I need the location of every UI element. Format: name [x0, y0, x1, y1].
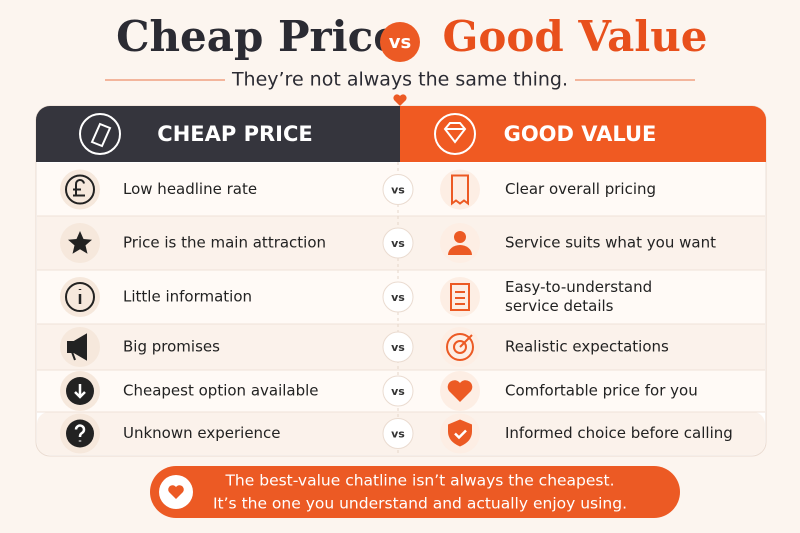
right-text: Clear overall pricing [505, 180, 656, 198]
right-icon-bg [440, 169, 480, 210]
checklist-icon [450, 283, 470, 311]
title-vs: vs [389, 32, 411, 53]
left-text: Low headline rate [123, 180, 257, 198]
title-right: Good Value [442, 12, 707, 61]
chat-heart [168, 485, 184, 499]
diamond-icon [434, 113, 476, 155]
left-text: Price is the main attraction [123, 234, 326, 252]
title-left: Cheap Price [116, 12, 400, 61]
pound-icon [65, 174, 95, 205]
target-outer [446, 333, 474, 361]
right-text: Realistic expectations [505, 338, 669, 356]
vs-text: vs [391, 291, 405, 304]
star-icon [68, 231, 92, 254]
vs-badge [382, 331, 414, 363]
vs-text: vs [391, 184, 405, 197]
receipt-icon [451, 174, 469, 206]
vs-badge [382, 281, 414, 313]
shield-icon [448, 419, 472, 447]
right-text: Service suits what you want [505, 234, 716, 252]
left-text: Big promises [123, 338, 220, 356]
vs-badge [382, 375, 414, 407]
person-body [448, 245, 472, 255]
info-icon [65, 282, 95, 312]
vs-text: vs [391, 237, 405, 250]
header-right [400, 106, 766, 162]
vs-text: vs [391, 428, 405, 441]
megaphone-icon [67, 333, 87, 361]
right-text: Comfortable price for you [505, 382, 698, 400]
right-text: Easy-to-understand [505, 278, 652, 296]
vs-badge [382, 174, 414, 205]
person-head [454, 231, 466, 243]
vs-text: vs [391, 385, 405, 398]
down-arrow [74, 384, 86, 399]
title-vs-badge [380, 22, 420, 62]
diamond-shape [443, 122, 467, 144]
question-mark [74, 424, 86, 442]
footer-line: It’s the one you understand and actually… [213, 495, 627, 513]
right-text: Informed choice before calling [505, 424, 733, 442]
footer-line: The best-value chatline isn’t always the… [224, 472, 614, 490]
vs-text: vs [391, 341, 405, 354]
vs-badge [382, 227, 414, 259]
header-left [36, 106, 400, 162]
tag-icon-shape [90, 122, 112, 148]
tag-icon [79, 113, 121, 155]
vs-badge [382, 418, 414, 449]
shield-check [454, 429, 467, 440]
header-right-text: GOOD VALUE [504, 122, 657, 146]
left-text: Cheapest option available [123, 382, 319, 400]
heart-icon [393, 94, 407, 106]
subtitle: They’re not always the same thing. [231, 69, 568, 91]
header-left-text: CHEAP PRICE [157, 122, 312, 146]
vs-column: vs vs vs vs vs vs [382, 174, 414, 449]
target-inner [453, 340, 467, 354]
target-arrow [459, 334, 473, 348]
left-text: Little information [123, 288, 252, 306]
heart-icon [447, 380, 473, 402]
right-text: service details [505, 297, 614, 315]
left-text: Unknown experience [123, 424, 281, 442]
pound-shape [73, 179, 85, 197]
footer-banner [150, 466, 680, 518]
